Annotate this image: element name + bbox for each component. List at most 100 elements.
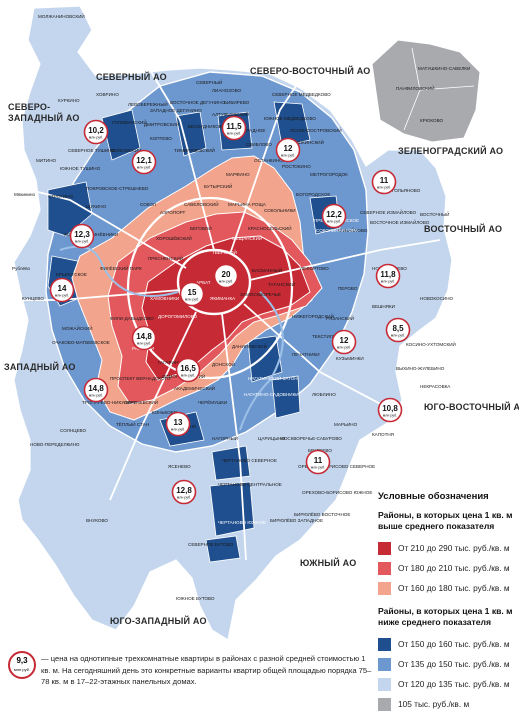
district-label: ХОВРИНО — [96, 92, 119, 97]
svg-text:11,5: 11,5 — [226, 122, 242, 131]
district-label: ДОРОГОМИЛОВО — [158, 314, 198, 319]
district-label: КРЮКОВО — [420, 118, 443, 123]
district-label: ГОЛОВИНСКИЙ — [112, 118, 147, 125]
district-label: ТВЕРСКОЙ — [212, 248, 237, 255]
legend-item: От 160 до 180 тыс. руб./кв. м — [378, 578, 518, 598]
district-label: ПРОСПЕКТ ВЕРНАДСКОГО — [110, 376, 171, 381]
district-label: ПОКРОВСКОЕ-СТРЕШНЕВО — [86, 186, 149, 191]
district-label: АЛТУФЬЕВСКИЙ — [212, 110, 249, 117]
district-label: БЕСКУДНИКОВСКИЙ — [188, 122, 234, 129]
district-label: ЗАПАДНОЕ ДЕГУНИНО — [150, 108, 202, 113]
legend-item: От 180 до 210 тыс. руб./кв. м — [378, 558, 518, 578]
district-label: ЮЖНОЕ МЕДВЕДКОВО — [264, 116, 316, 121]
svg-text:14,8: 14,8 — [136, 332, 152, 341]
svg-text:12: 12 — [340, 336, 349, 345]
svg-text:12,2: 12,2 — [326, 210, 342, 219]
svg-text:12,1: 12,1 — [136, 156, 152, 165]
district-label: КОПТЕВО — [150, 136, 172, 141]
district-label: КАПОТНЯ — [372, 432, 394, 437]
svg-text:млн руб.: млн руб. — [89, 394, 103, 398]
ao-north-west-label-1: СЕВЕРО- — [8, 102, 50, 112]
district-label: ГОЛЬЯНОВО — [392, 188, 421, 193]
svg-text:14: 14 — [58, 284, 67, 293]
district-label: ЧЕРТАНОВО ЦЕНТРАЛЬНОЕ — [218, 482, 282, 487]
district-label: ГАГАРИНСКИЙ — [158, 358, 191, 365]
district-label: СТРОГИНО — [48, 194, 74, 199]
legend-item: От 135 до 150 тыс. руб./кв. м — [378, 654, 518, 674]
district-label: ЛЮБЛИНО — [312, 392, 336, 397]
district-label: МОЛЖАНИНОВСКИЙ — [38, 12, 85, 19]
ao-zelenograd-label: ЗЕЛЕНОГРАДСКИЙ АО — [398, 145, 503, 156]
district-label: МЕЩАНСКИЙ — [232, 234, 262, 241]
district-label: ДМИТРОВСКИЙ — [144, 120, 179, 127]
legend-label: От 135 до 150 тыс. руб./кв. м — [398, 659, 510, 669]
ao-south-west-label: ЮГО-ЗАПАДНЫЙ АО — [110, 615, 207, 626]
district-label: ФИЛЁВСКИЙ ПАРК — [100, 264, 142, 271]
district-label: БАБУШКИНСКИЙ — [286, 138, 324, 145]
district-label: МИТИНО — [36, 158, 57, 163]
district-label: ВОСТОЧНОЕ ДЕГУНИНО — [170, 100, 226, 105]
svg-text:млн руб.: млн руб. — [89, 136, 103, 140]
svg-text:млн руб.: млн руб. — [219, 280, 233, 284]
district-label: АРБАТ — [196, 280, 211, 285]
svg-text:млн руб.: млн руб. — [137, 166, 151, 170]
district-label: ЗАМОСКВОРЕЧЬЕ — [240, 292, 281, 297]
district-label: СЕВЕРНОЕ ИЗМАЙЛОВО — [360, 208, 417, 215]
district-label: ОСТАНКИНСКИЙ — [254, 156, 292, 163]
district-label: ТЕКСТИЛЬЩИКИ — [312, 334, 349, 339]
district-label: ПЕЧАТНИКИ — [292, 352, 320, 357]
district-label: КОСИНО-УХТОМСКИЙ — [406, 340, 456, 347]
legend: Условные обозначения Районы, в которых ц… — [378, 491, 518, 714]
legend-label: От 180 до 210 тыс. руб./кв. м — [398, 563, 510, 573]
district-label: СОКОЛИНАЯ ГОРА — [316, 228, 359, 233]
district-label: ЮЖНОЕ БУТОВО — [176, 596, 215, 601]
district-label: МОЖАЙСКИЙ — [62, 324, 93, 331]
district-label: ВОСТОЧНЫЙ — [420, 210, 449, 217]
district-label: МЕТРОГОРОДОК — [310, 172, 348, 177]
legend-item: От 210 до 290 тыс. руб./кв. м — [378, 538, 518, 558]
district-label: БУТЫРСКИЙ — [204, 182, 232, 189]
district-label: ЮЖНОЕ ТУШИНО — [60, 166, 101, 171]
district-label: СОКОЛ — [140, 202, 156, 207]
district-label: Мякинино — [14, 192, 36, 197]
footnote-text: — цена на однотипные трехкомнатные кварт… — [41, 654, 372, 686]
district-label: БИРЮЛЁВО ЗАПАДНОЕ — [270, 517, 323, 523]
svg-text:млн руб.: млн руб. — [227, 132, 241, 136]
district-label: ЛЕФОРТОВО — [300, 266, 329, 271]
district-label: ОРЕХОВО-БОРИСОВО СЕВЕРНОЕ — [298, 464, 375, 469]
legend-label: От 210 до 290 тыс. руб./кв. м — [398, 543, 510, 553]
ao-north-west-label-2: ЗАПАДНЫЙ АО — [8, 112, 80, 123]
zelenograd-borders — [403, 47, 475, 131]
legend-label: От 120 до 135 тыс. руб./кв. м — [398, 679, 510, 689]
svg-text:16,5: 16,5 — [180, 364, 196, 373]
district-label: БЕГОВОЙ — [190, 224, 212, 231]
ao-north-label: СЕВЕРНЫЙ АО — [96, 71, 167, 82]
legend-swatch — [378, 677, 391, 691]
district-label: НАГАТИНО-САДОВНИКИ — [244, 392, 299, 397]
district-label: РЯЗАНСКИЙ — [326, 314, 354, 321]
district-label: ЯСЕНЕВО — [168, 464, 191, 469]
district-label: ФИЛИ-ДАВЫДКОВО — [110, 316, 154, 321]
district-label: НИЖЕГОРОДСКИЙ — [292, 312, 334, 319]
district-label: ВЕШНЯКИ — [372, 304, 395, 309]
ao-north-east-label: СЕВЕРО-ВОСТОЧНЫЙ АО — [250, 65, 371, 76]
svg-text:11: 11 — [380, 176, 389, 185]
district-label: КУРКИНО — [58, 98, 80, 103]
svg-text:млн руб.: млн руб. — [137, 342, 151, 346]
svg-text:млн руб.: млн руб. — [181, 374, 195, 378]
svg-text:14,8: 14,8 — [88, 384, 104, 393]
svg-text:млн руб.: млн руб. — [55, 294, 69, 298]
legend-swatch — [378, 657, 391, 671]
district-label: ВЫХИНО-ЖУЛЕБИНО — [396, 366, 445, 371]
